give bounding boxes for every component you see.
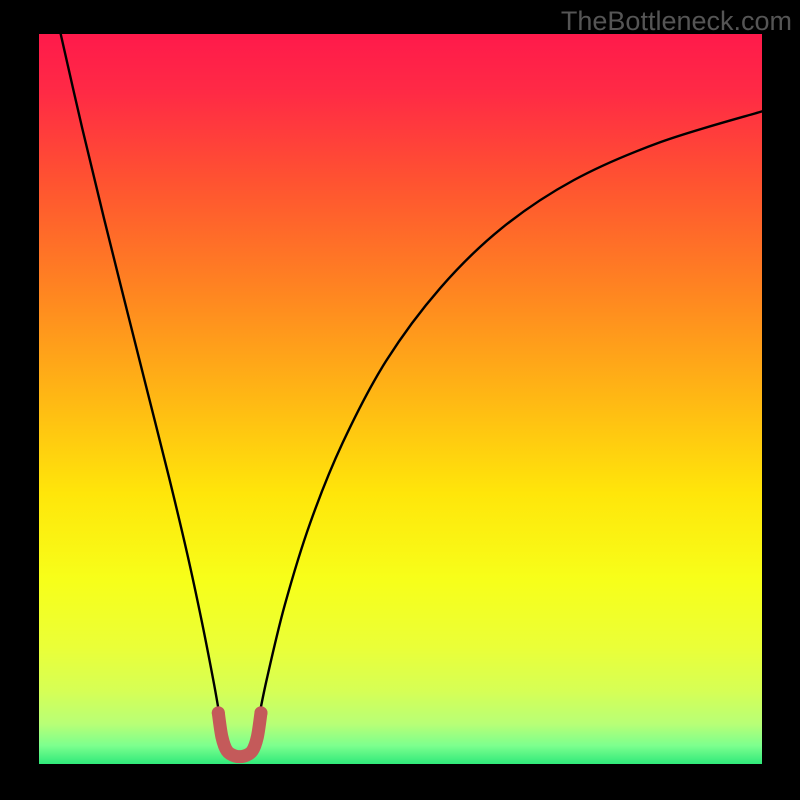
plot-area [39, 34, 762, 764]
chart-root: TheBottleneck.com [0, 0, 800, 800]
watermark-label: TheBottleneck.com [561, 6, 792, 37]
